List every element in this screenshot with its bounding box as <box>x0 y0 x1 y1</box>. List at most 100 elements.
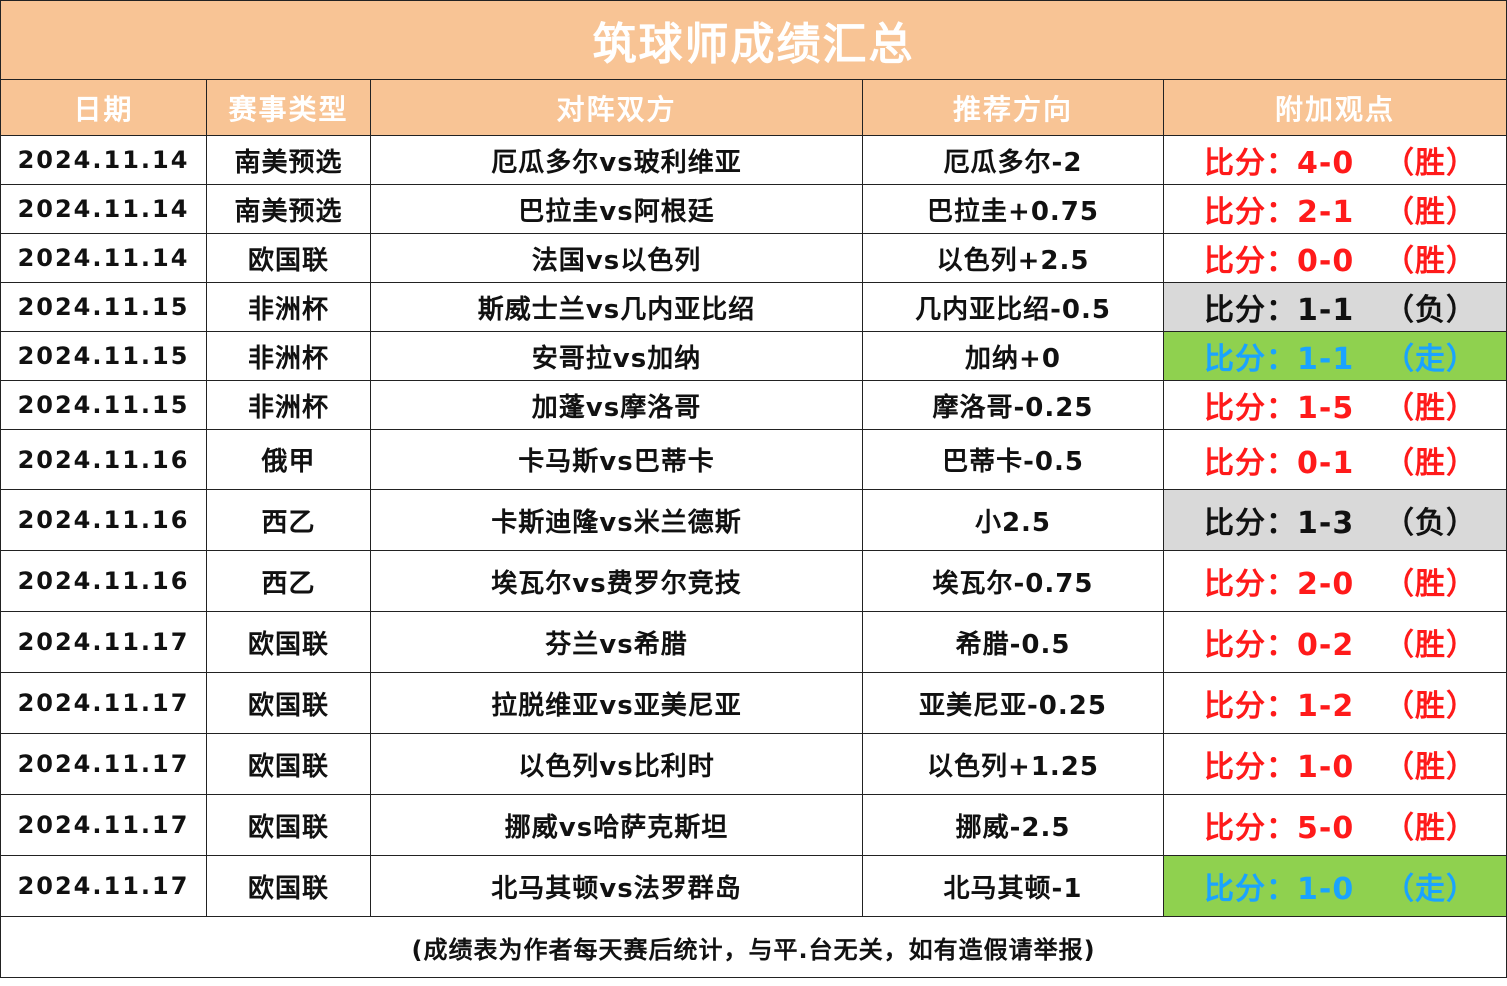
match-cell: 斯威士兰vs几内亚比绍 <box>370 282 863 332</box>
header-match: 对阵双方 <box>370 79 863 136</box>
table-row: 2024.11.15 非洲杯 安哥拉vs加纳 加纳+0 比分：1-1 （走） <box>0 331 1507 381</box>
pick-cell: 加纳+0 <box>862 331 1164 381</box>
result-cell: 比分：1-5 （胜） <box>1162 380 1507 430</box>
date-cell: 2024.11.16 <box>0 489 207 551</box>
match-cell: 厄瓜多尔vs玻利维亚 <box>370 135 863 185</box>
match-cell: 加蓬vs摩洛哥 <box>370 380 863 430</box>
league-cell: 非洲杯 <box>206 380 371 430</box>
table-row: 2024.11.14 南美预选 厄瓜多尔vs玻利维亚 厄瓜多尔-2 比分：4-0 （胜） <box>0 135 1507 185</box>
score-text: 比分：1-1 <box>1204 342 1355 377</box>
date-cell: 2024.11.14 <box>0 233 207 283</box>
result-cell: 比分：2-1 （胜） <box>1162 184 1507 234</box>
league-cell: 西乙 <box>206 489 371 551</box>
match-cell: 安哥拉vs加纳 <box>370 331 863 381</box>
league-cell: 欧国联 <box>206 733 371 795</box>
league-cell: 欧国联 <box>206 855 371 917</box>
league-cell: 西乙 <box>206 550 371 612</box>
outcome-text: （负） <box>1384 506 1477 541</box>
match-cell: 芬兰vs希腊 <box>370 611 863 673</box>
score-text: 比分：0-0 <box>1204 244 1355 279</box>
score-text: 比分：1-2 <box>1204 689 1355 724</box>
table-row: 2024.11.16 西乙 卡斯迪隆vs米兰德斯 小2.5 比分：1-3 （负） <box>0 489 1507 551</box>
header-row: 日期 赛事类型 对阵双方 推荐方向 附加观点 <box>0 79 1507 136</box>
date-cell: 2024.11.15 <box>0 380 207 430</box>
result-cell: 比分：1-1 （走） <box>1162 331 1507 381</box>
pick-cell: 巴拉圭+0.75 <box>862 184 1164 234</box>
league-cell: 非洲杯 <box>206 282 371 332</box>
header-date: 日期 <box>0 79 207 136</box>
pick-cell: 以色列+2.5 <box>862 233 1164 283</box>
league-cell: 非洲杯 <box>206 331 371 381</box>
footer-note: (成绩表为作者每天赛后统计，与平.台无关，如有造假请举报) <box>0 916 1507 978</box>
pick-cell: 挪威-2.5 <box>862 794 1164 856</box>
score-text: 比分：1-1 <box>1204 293 1355 328</box>
pick-cell: 亚美尼亚-0.25 <box>862 672 1164 734</box>
outcome-text: （胜） <box>1384 689 1477 724</box>
title-row: 筑球师成绩汇总 <box>0 0 1507 80</box>
result-cell: 比分：2-0 （胜） <box>1162 550 1507 612</box>
score-text: 比分：2-0 <box>1204 567 1355 602</box>
outcome-text: （胜） <box>1384 567 1477 602</box>
outcome-text: （胜） <box>1384 391 1477 426</box>
outcome-text: （胜） <box>1384 811 1477 846</box>
date-cell: 2024.11.16 <box>0 550 207 612</box>
table-row: 2024.11.17 欧国联 北马其顿vs法罗群岛 北马其顿-1 比分：1-0 （走） <box>0 855 1507 917</box>
score-text: 比分：0-1 <box>1204 445 1355 481</box>
date-cell: 2024.11.14 <box>0 184 207 234</box>
match-cell: 挪威vs哈萨克斯坦 <box>370 794 863 856</box>
table-row: 2024.11.17 欧国联 挪威vs哈萨克斯坦 挪威-2.5 比分：5-0 （胜） <box>0 794 1507 856</box>
match-cell: 以色列vs比利时 <box>370 733 863 795</box>
header-league: 赛事类型 <box>206 79 371 136</box>
league-cell: 欧国联 <box>206 672 371 734</box>
league-cell: 欧国联 <box>206 794 371 856</box>
match-cell: 拉脱维亚vs亚美尼亚 <box>370 672 863 734</box>
table-row: 2024.11.16 俄甲 卡马斯vs巴蒂卡 巴蒂卡-0.5 比分：0-1 （胜） <box>0 429 1507 490</box>
pick-cell: 以色列+1.25 <box>862 733 1164 795</box>
outcome-text: （胜） <box>1384 195 1477 230</box>
league-cell: 南美预选 <box>206 135 371 185</box>
pick-cell: 小2.5 <box>862 489 1164 551</box>
header-result: 附加观点 <box>1162 79 1507 136</box>
outcome-text: （走） <box>1384 872 1477 907</box>
date-cell: 2024.11.17 <box>0 733 207 795</box>
result-cell: 比分：0-0 （胜） <box>1162 233 1507 283</box>
date-cell: 2024.11.15 <box>0 331 207 381</box>
page-title: 筑球师成绩汇总 <box>0 0 1507 80</box>
pick-cell: 摩洛哥-0.25 <box>862 380 1164 430</box>
score-text: 比分：4-0 <box>1204 146 1355 181</box>
outcome-text: （走） <box>1384 342 1477 377</box>
pick-cell: 巴蒂卡-0.5 <box>862 429 1164 490</box>
outcome-text: （胜） <box>1384 750 1477 785</box>
league-cell: 欧国联 <box>206 611 371 673</box>
league-cell: 欧国联 <box>206 233 371 283</box>
date-cell: 2024.11.15 <box>0 282 207 332</box>
pick-cell: 厄瓜多尔-2 <box>862 135 1164 185</box>
date-cell: 2024.11.17 <box>0 672 207 734</box>
result-cell: 比分：0-2 （胜） <box>1162 611 1507 673</box>
match-cell: 北马其顿vs法罗群岛 <box>370 855 863 917</box>
result-cell: 比分：0-1 （胜） <box>1162 429 1507 490</box>
outcome-text: （胜） <box>1384 445 1477 481</box>
date-cell: 2024.11.17 <box>0 794 207 856</box>
table-row: 2024.11.14 欧国联 法国vs以色列 以色列+2.5 比分：0-0 （胜） <box>0 233 1507 283</box>
pick-cell: 几内亚比绍-0.5 <box>862 282 1164 332</box>
date-cell: 2024.11.16 <box>0 429 207 490</box>
score-text: 比分：1-5 <box>1204 391 1355 426</box>
table-row: 2024.11.14 南美预选 巴拉圭vs阿根廷 巴拉圭+0.75 比分：2-1 （胜） <box>0 184 1507 234</box>
result-cell: 比分：1-2 （胜） <box>1162 672 1507 734</box>
league-cell: 南美预选 <box>206 184 371 234</box>
date-cell: 2024.11.17 <box>0 611 207 673</box>
result-cell: 比分：5-0 （胜） <box>1162 794 1507 856</box>
header-pick: 推荐方向 <box>862 79 1164 136</box>
pick-cell: 北马其顿-1 <box>862 855 1164 917</box>
match-cell: 埃瓦尔vs费罗尔竞技 <box>370 550 863 612</box>
table-row: 2024.11.15 非洲杯 加蓬vs摩洛哥 摩洛哥-0.25 比分：1-5 （胜） <box>0 380 1507 430</box>
date-cell: 2024.11.14 <box>0 135 207 185</box>
pick-cell: 希腊-0.5 <box>862 611 1164 673</box>
match-cell: 法国vs以色列 <box>370 233 863 283</box>
score-text: 比分：5-0 <box>1204 811 1355 846</box>
score-text: 比分：2-1 <box>1204 195 1355 230</box>
outcome-text: （胜） <box>1384 628 1477 663</box>
score-text: 比分：1-0 <box>1204 750 1355 785</box>
